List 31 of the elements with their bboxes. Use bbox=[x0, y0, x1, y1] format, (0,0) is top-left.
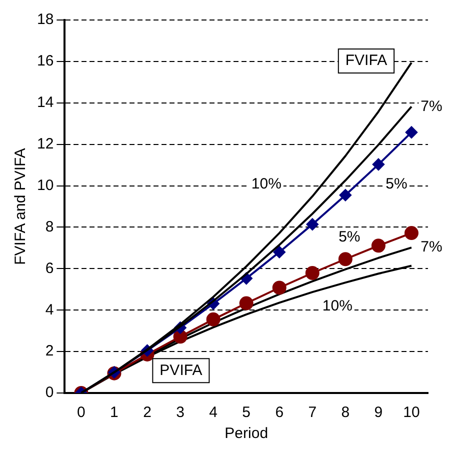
x-tick-label: 5 bbox=[242, 404, 251, 422]
y-tick-label: 18 bbox=[36, 11, 54, 28]
x-tick-label: 10 bbox=[403, 404, 420, 422]
x-tick-label: 4 bbox=[209, 404, 218, 422]
y-tick-label: 12 bbox=[36, 135, 54, 152]
x-tick-label: 1 bbox=[110, 404, 118, 422]
y-tick-label: 4 bbox=[45, 301, 54, 318]
x-tick-label: 6 bbox=[275, 404, 284, 422]
x-tick-label: 3 bbox=[176, 404, 184, 422]
x-tick-label: 2 bbox=[143, 404, 152, 422]
y-tick-label: 8 bbox=[45, 218, 54, 236]
series-label: 10% bbox=[251, 175, 282, 192]
y-tick-label: 10 bbox=[36, 176, 54, 194]
y-tick-label: 2 bbox=[45, 342, 54, 360]
y-tick-label: 0 bbox=[45, 384, 54, 402]
series-label: 10% bbox=[322, 298, 352, 315]
y-tick-label: 14 bbox=[36, 94, 54, 112]
series-label: 5% bbox=[386, 176, 408, 193]
x-axis-title: Period bbox=[224, 425, 268, 442]
series-label: 7% bbox=[420, 98, 442, 115]
y-tick-label: 16 bbox=[36, 52, 54, 70]
annotation: PVIFA bbox=[160, 362, 202, 379]
x-tick-label: 0 bbox=[77, 404, 86, 422]
y-tick-label: 6 bbox=[45, 260, 54, 277]
x-tick-label: 8 bbox=[341, 404, 350, 422]
x-tick-label: 9 bbox=[374, 404, 383, 422]
series-label: 5% bbox=[338, 228, 360, 246]
series-label: 7% bbox=[420, 238, 442, 256]
annotation: FVIFA bbox=[345, 52, 388, 70]
y-axis-title: FVIFA and PVIFA bbox=[12, 148, 30, 265]
x-tick-label: 7 bbox=[308, 404, 317, 422]
